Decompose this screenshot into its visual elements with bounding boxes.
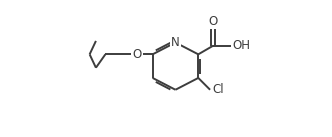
- Text: N: N: [171, 36, 180, 49]
- Text: O: O: [208, 15, 218, 28]
- Text: OH: OH: [232, 39, 250, 52]
- Text: Cl: Cl: [212, 83, 224, 96]
- Text: O: O: [132, 48, 141, 61]
